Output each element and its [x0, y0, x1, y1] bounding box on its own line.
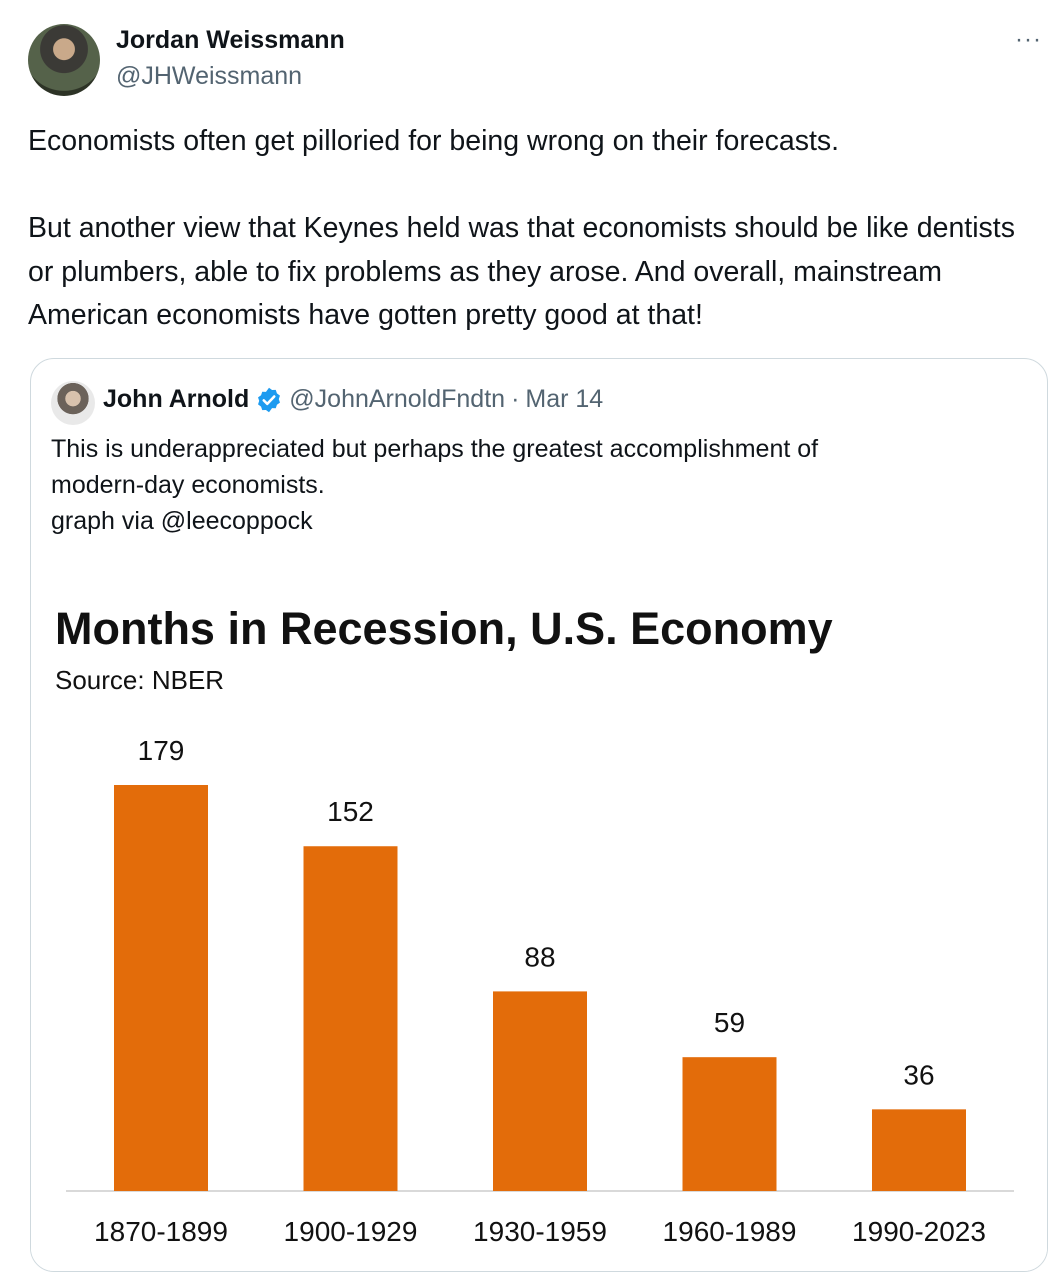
x-tick-label-1900-1929: 1900-1929: [284, 1216, 418, 1247]
quote-author-handle[interactable]: @JohnArnoldFndtn: [289, 385, 506, 413]
x-tick-label-1990-2023: 1990-2023: [852, 1216, 986, 1247]
quoted-tweet[interactable]: John Arnold @JohnArnoldFndtn · Mar 14 Th…: [30, 358, 1048, 1272]
bar-1990-2023: [872, 1109, 966, 1191]
quote-text-line: This is underappreciated but perhaps the…: [51, 435, 819, 463]
author-handle[interactable]: @JHWeissmann: [116, 62, 303, 90]
chart-subtitle: Source: NBER: [55, 665, 225, 695]
x-tick-label-1870-1899: 1870-1899: [94, 1216, 228, 1247]
chart-title: Months in Recession, U.S. Economy: [55, 603, 833, 654]
tweet-text: Economists often get pilloried for being…: [28, 120, 1028, 338]
tweet-paragraph: Economists often get pilloried for being…: [28, 125, 840, 157]
data-label-1900-1929: 152: [327, 796, 374, 827]
quote-text-line: graph via @leecoppock: [51, 507, 313, 535]
bar-1870-1899: [114, 785, 208, 1191]
data-label-1930-1959: 88: [524, 941, 555, 972]
chart-plot-area: 179 1870-1899 152 1900-1929 88 1930-1959 59 196…: [66, 735, 1014, 1247]
tweet-paragraph: But another view that Keynes held was th…: [28, 212, 1015, 331]
data-label-1960-1989: 59: [714, 1007, 745, 1038]
quote-header: John Arnold @JohnArnoldFndtn · Mar 14: [103, 385, 603, 414]
data-label-1990-2023: 36: [903, 1059, 934, 1090]
bar-1900-1929: [303, 846, 398, 1191]
separator-dot: ·: [511, 385, 520, 413]
quote-author-name[interactable]: John Arnold: [103, 385, 250, 413]
bar-1960-1989: [682, 1057, 777, 1191]
data-label-1870-1899: 179: [138, 735, 185, 766]
quote-date[interactable]: Mar 14: [525, 385, 604, 413]
more-options-icon[interactable]: ···: [1015, 26, 1042, 53]
quote-text: This is underappreciated but perhaps the…: [51, 431, 1011, 539]
quote-text-line: modern-day economists.: [51, 471, 325, 499]
quote-author-avatar[interactable]: [51, 381, 95, 425]
bar-1930-1959: [493, 991, 587, 1191]
bar-chart-image[interactable]: Months in Recession, U.S. Economy Source…: [31, 589, 1047, 1271]
verified-badge-icon: [258, 387, 281, 412]
author-name[interactable]: Jordan Weissmann: [116, 26, 345, 54]
author-avatar[interactable]: [28, 24, 100, 96]
x-tick-label-1960-1989: 1960-1989: [663, 1216, 797, 1247]
x-tick-label-1930-1959: 1930-1959: [473, 1216, 607, 1247]
